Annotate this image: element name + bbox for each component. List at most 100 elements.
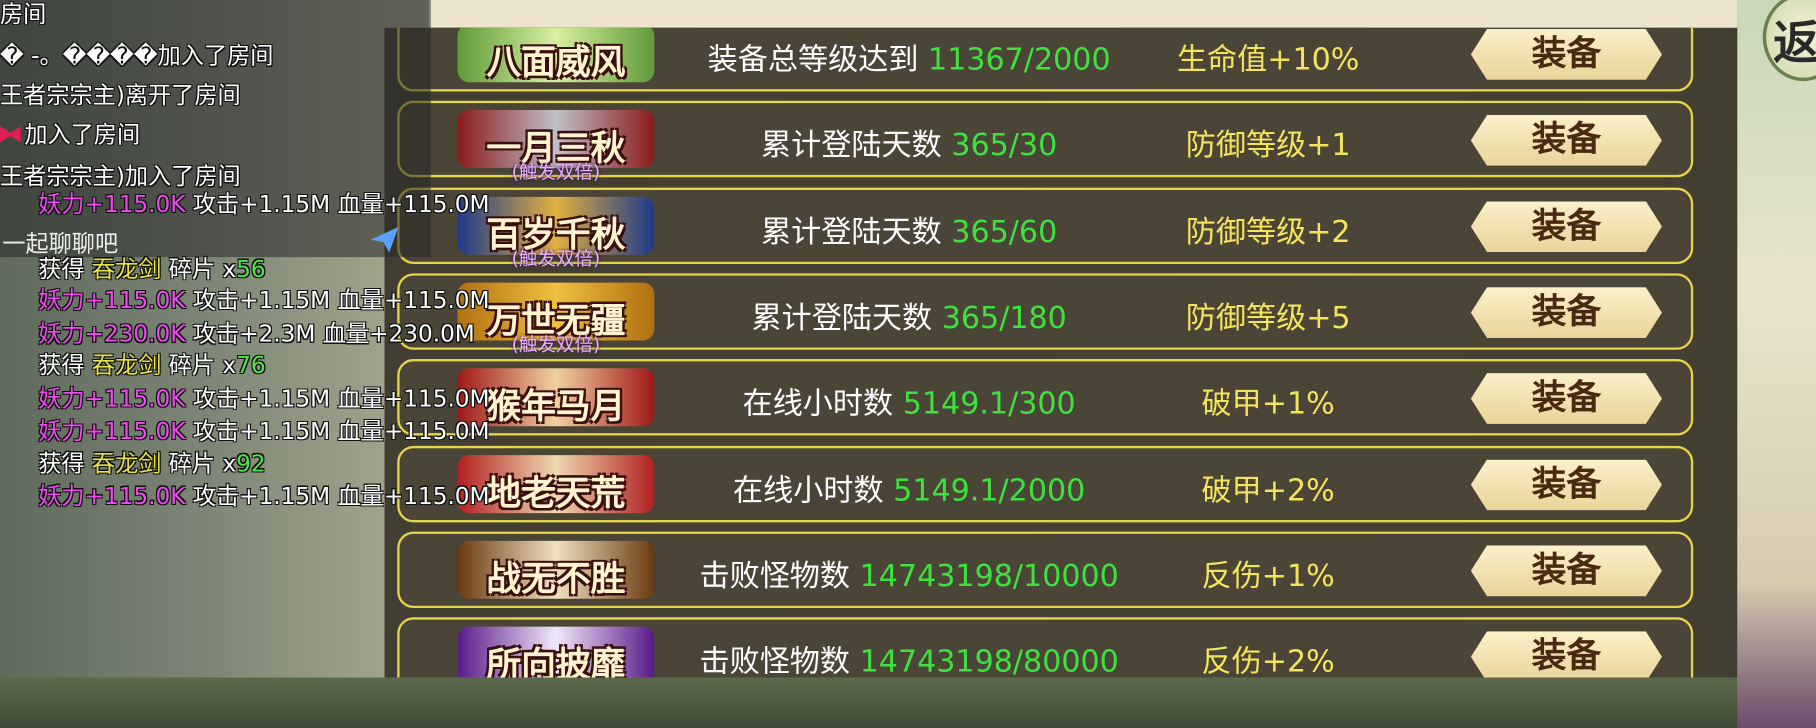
top-strip	[428, 0, 1738, 28]
condition-label: 击败怪物数	[699, 645, 851, 678]
title-row: 战无不胜 击败怪物数 14743198/10000 反伤+1% 装备	[397, 531, 1694, 608]
equip-button[interactable]: 装备	[1470, 287, 1662, 339]
condition: 在线小时数 5149.1/2000	[666, 466, 1152, 509]
reward: 反伤+2%	[1201, 645, 1335, 678]
loot-count: 92	[236, 449, 266, 478]
badge-name: 战无不胜	[486, 559, 626, 600]
chat-line: 妖力+230.0K 攻击+2.3M 血量+230.0M	[38, 315, 475, 349]
title-row: 八面威风 装备总等级达到 11367/2000 生命值+10% 装备	[397, 27, 1694, 92]
chat-line: 妖力+115.0K 攻击+1.15M 血量+115.0M	[38, 185, 489, 219]
equip-button[interactable]: 装备	[1470, 459, 1662, 511]
bonus-attack: 攻击+1.15M	[192, 384, 331, 413]
title-badge: 所向披靡	[457, 626, 655, 678]
chat-line: 王者宗宗主)离开了房间	[0, 76, 241, 110]
progress: 365/30	[951, 128, 1058, 164]
equip-button[interactable]: 装备	[1470, 545, 1662, 597]
equip-button[interactable]: 装备	[1470, 115, 1662, 166]
badge-name: 八面威风	[486, 42, 626, 84]
badge-tag: (触发双倍)	[511, 247, 601, 270]
reward: 防御等级+5	[1185, 300, 1351, 336]
chat-line: 妖力+115.0K 攻击+1.15M 血量+115.0M	[38, 281, 489, 315]
title-row: 猴年马月 在线小时数 5149.1/300 破甲+1% 装备	[397, 359, 1694, 436]
system-message: 房间	[0, 0, 47, 28]
send-icon[interactable]	[368, 225, 400, 255]
return-label: 返	[1773, 17, 1816, 71]
reward: 防御等级+1	[1185, 128, 1351, 164]
title-row: 一月三秋 (触发双倍) 累计登陆天数 365/30 防御等级+1 装备	[397, 101, 1694, 183]
progress: 365/180	[941, 300, 1067, 336]
bonus-power: 妖力+115.0K	[38, 286, 186, 314]
loot-item: 吞龙剑	[91, 350, 162, 379]
bonus-attack: 攻击+1.15M	[192, 416, 331, 445]
loot-unit: 碎片 x	[168, 449, 237, 478]
bonus-hp: 血量+115.0M	[337, 384, 490, 413]
chat-line: 获得 吞龙剑 碎片 x56	[38, 250, 265, 284]
loot-count: 56	[236, 254, 266, 283]
loot-unit: 碎片 x	[168, 254, 237, 283]
bonus-attack: 攻击+2.3M	[192, 319, 316, 348]
bonus-attack: 攻击+1.15M	[192, 481, 331, 510]
badge-tag: (触发双倍)	[511, 333, 601, 356]
title-row: 万世无疆 (触发双倍) 累计登陆天数 365/180 防御等级+5 装备	[397, 273, 1694, 355]
reward: 防御等级+2	[1185, 214, 1351, 250]
loot-unit: 碎片 x	[168, 350, 237, 379]
bonus-power: 妖力+230.0K	[38, 319, 186, 348]
title-badge: 猴年马月	[457, 368, 655, 428]
reward: 生命值+10%	[1176, 42, 1360, 78]
badge-name: 一月三秋	[486, 128, 626, 170]
loot-count: 76	[236, 350, 266, 379]
right-decoration	[1737, 0, 1816, 728]
badge-name: 猴年马月	[486, 387, 626, 428]
bonus-hp: 血量+115.0M	[337, 416, 490, 445]
condition-label: 在线小时数	[733, 473, 884, 508]
bow-icon	[0, 126, 21, 143]
reward: 破甲+2%	[1201, 473, 1335, 508]
system-message: 加入了房间	[24, 120, 141, 149]
title-badge: 万世无疆 (触发双倍)	[457, 282, 655, 355]
condition: 累计登陆天数 365/30	[666, 122, 1152, 165]
bonus-hp: 血量+115.0M	[337, 286, 490, 314]
progress: 14743198/10000	[859, 559, 1119, 594]
bonus-power: 妖力+115.0K	[38, 481, 186, 510]
equip-button[interactable]: 装备	[1470, 201, 1662, 253]
condition: 装备总等级达到 11367/2000	[666, 36, 1152, 79]
equip-button[interactable]: 装备	[1470, 373, 1662, 425]
chat-line: 妖力+115.0K 攻击+1.15M 血量+115.0M	[38, 380, 489, 414]
chat-line: 房间	[0, 0, 46, 29]
bonus-attack: 攻击+1.15M	[192, 286, 331, 314]
bonus-power: 妖力+115.0K	[38, 416, 186, 445]
title-row: 地老天荒 在线小时数 5149.1/2000 破甲+2% 装备	[397, 445, 1694, 522]
chat-line: 妖力+115.0K 攻击+1.15M 血量+115.0M	[38, 412, 489, 446]
progress: 365/60	[951, 214, 1058, 250]
bonus-power: 妖力+115.0K	[38, 189, 186, 218]
chat-input[interactable]: 一起聊聊吧	[0, 222, 431, 257]
progress: 14743198/80000	[859, 645, 1119, 678]
reward: 破甲+1%	[1201, 387, 1335, 422]
progress: 11367/2000	[928, 42, 1111, 78]
condition: 击败怪物数 14743198/10000	[666, 552, 1152, 595]
loot-verb: 获得	[38, 350, 85, 379]
title-panel: 八面威风 装备总等级达到 11367/2000 生命值+10% 装备 一月三秋 (触发双倍…	[384, 27, 1738, 678]
chat-box	[0, 0, 431, 258]
title-row: 百岁千秋 (触发双倍) 累计登陆天数 365/60 防御等级+2 装备	[397, 187, 1694, 269]
loot-item: 吞龙剑	[91, 449, 162, 478]
progress: 5149.1/2000	[893, 473, 1086, 508]
bonus-hp: 血量+115.0M	[337, 189, 490, 218]
bonus-hp: 血量+115.0M	[337, 481, 490, 510]
condition-label: 累计登陆天数	[751, 300, 933, 336]
equip-button[interactable]: 装备	[1470, 28, 1662, 80]
condition-label: 累计登陆天数	[761, 128, 942, 164]
condition: 累计登陆天数 365/180	[666, 294, 1152, 337]
badge-name: 地老天荒	[486, 473, 626, 514]
equip-button[interactable]: 装备	[1470, 631, 1662, 678]
chat-line: � -。����加入了房间	[0, 37, 273, 71]
system-message: � -。����加入了房间	[0, 41, 274, 70]
progress: 5149.1/300	[902, 387, 1076, 422]
system-message: 王者宗宗主)加入了房间	[0, 162, 241, 190]
condition-label: 装备总等级达到	[707, 42, 919, 78]
bonus-power: 妖力+115.0K	[38, 384, 186, 413]
chat-line: 加入了房间	[0, 116, 140, 150]
title-badge: 八面威风	[457, 27, 655, 84]
condition: 累计登陆天数 365/60	[666, 208, 1152, 251]
